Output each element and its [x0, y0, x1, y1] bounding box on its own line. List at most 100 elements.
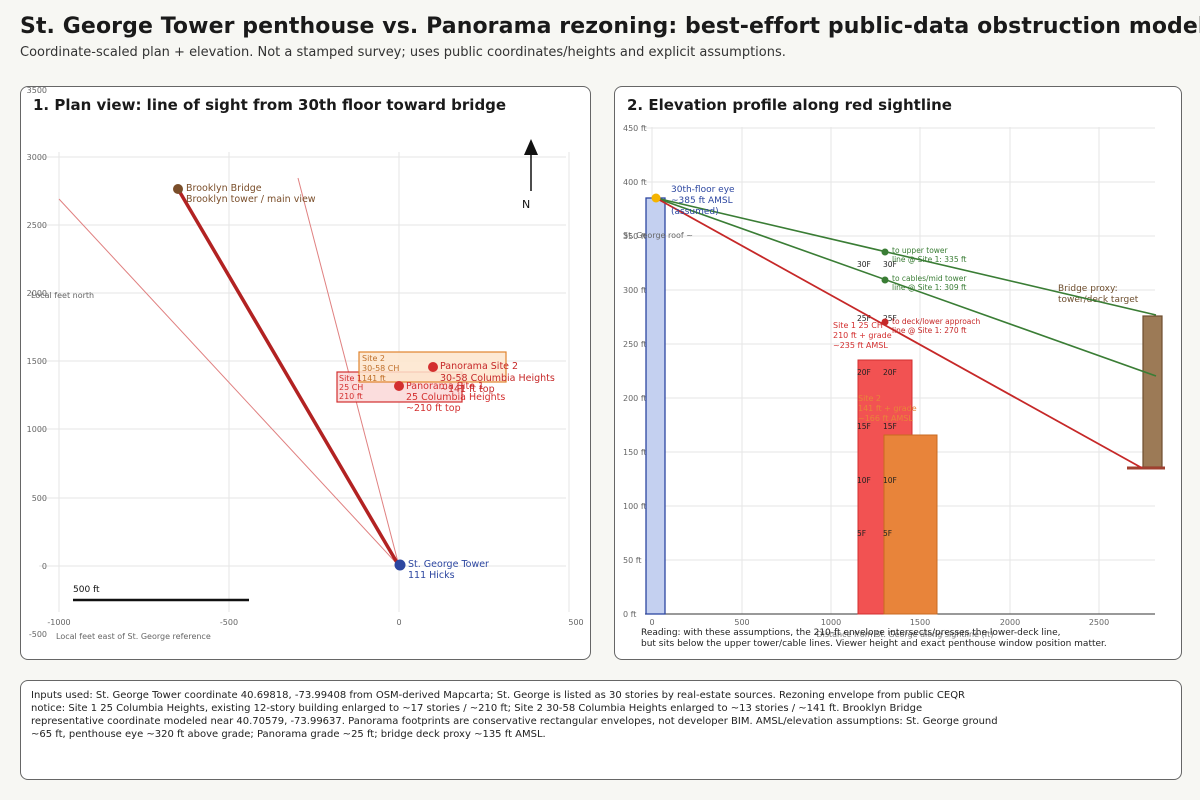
elev-x-tick: 1500: [910, 618, 930, 627]
elev-y-tick: 200 ft: [623, 394, 647, 403]
plan-y-tick: 2500: [27, 221, 47, 230]
site1-elev-label: 210 ft + grade: [833, 331, 892, 340]
eye-label: (assumed): [671, 207, 719, 217]
intersection-cables-marker: [881, 276, 889, 284]
floor-tick: 5F: [857, 529, 866, 538]
site1-marker: [394, 381, 404, 391]
notes-line: notice: Site 1 25 Columbia Heights, exis…: [31, 703, 923, 714]
notes-panel: Inputs used: St. George Tower coordinate…: [20, 680, 1182, 780]
line-sublabel: line @ Site 1: 335 ft: [892, 255, 966, 264]
line-label: to cables/mid tower: [892, 274, 967, 283]
floor-tick: 10F: [883, 476, 897, 485]
floor-tick: 25F: [857, 314, 871, 323]
site1-marker-sublabel: 25 Columbia Heights: [406, 392, 505, 403]
plan-x-axis-label: Local feet east of St. George reference: [56, 632, 211, 641]
elev-x-tick: 500: [734, 618, 749, 627]
elev-y-tick: 300 ft: [623, 286, 647, 295]
floor-tick: 10F: [857, 476, 871, 485]
plan-y-tick: 0: [42, 562, 47, 571]
site1-elev-label: ~235 ft AMSL: [833, 341, 888, 350]
north-label: N: [522, 198, 530, 211]
line-sublabel: line @ Site 1: 309 ft: [892, 283, 966, 292]
eye-label: 30th-floor eye: [671, 185, 735, 195]
brooklyn-bridge-marker: [173, 184, 183, 194]
floor-tick: 25F: [883, 314, 897, 323]
elev-x-tick: 0: [649, 618, 654, 627]
plan-view-chart: 3500 3000 2500 2000 1500 1000 500 0 -500…: [27, 87, 584, 641]
notes-line: ~65 ft, penthouse eye ~320 ft above grad…: [31, 729, 546, 740]
plan-view-panel: 3500 3000 2500 2000 1500 1000 500 0 -500…: [20, 86, 591, 660]
line-sublabel: line @ Site 1: 270 ft: [892, 326, 966, 335]
elevation-panel: 0 ft 50 ft 100 ft 150 ft 200 ft 250 ft 3…: [614, 86, 1182, 660]
st-george-label: St. George Tower: [408, 559, 489, 570]
site2-marker: [428, 362, 438, 372]
plan-y-tick: 2000: [27, 289, 47, 298]
elev-x-tick: 2000: [1000, 618, 1020, 627]
plan-x-tick: 0: [396, 618, 401, 627]
eye-label: ~385 ft AMSL: [671, 196, 733, 206]
reading-line: but sits below the upper tower/cable lin…: [641, 639, 1107, 649]
plan-x-tick: -1000: [47, 618, 70, 627]
elev-x-tick: 1000: [821, 618, 841, 627]
elev-y-tick: 400 ft: [623, 178, 647, 187]
bridge-proxy-label: Bridge proxy:: [1058, 284, 1118, 294]
floor-tick: 15F: [857, 422, 871, 431]
site2-footprint-box: [358, 351, 507, 383]
st-george-sublabel: 111 Hicks: [408, 570, 455, 581]
elev-y-tick: 50 ft: [623, 556, 642, 565]
elev-y-tick: 250 ft: [623, 340, 647, 349]
plan-y-tick: 1000: [27, 425, 47, 434]
line-label: to deck/lower approach: [892, 317, 981, 326]
brooklyn-bridge-sublabel: Brooklyn tower / main view: [186, 194, 316, 205]
elevation-chart: 0 ft 50 ft 100 ft 150 ft 200 ft 250 ft 3…: [623, 124, 1165, 649]
st-george-tower-marker: [394, 559, 406, 571]
plan-view-title: 1. Plan view: line of sight from 30th fl…: [33, 96, 507, 114]
notes-text: Inputs used: St. George Tower coordinate…: [31, 689, 1161, 741]
page-title: St. George Tower penthouse vs. Panorama …: [20, 14, 1200, 39]
elev-y-tick: 350 ft: [623, 232, 647, 241]
page-subtitle: Coordinate-scaled plan + elevation. Not …: [20, 45, 786, 60]
site1-elev-label: Site 1 25 CH: [833, 321, 883, 330]
site2-box-label: Site 2: [362, 354, 385, 363]
elev-x-axis-label: Distance from St. George along sightline…: [816, 630, 993, 639]
bridge-proxy-label: tower/deck target: [1058, 295, 1139, 305]
elevation-title: 2. Elevation profile along red sightline: [627, 96, 952, 114]
elev-y-tick: 100 ft: [623, 502, 647, 511]
site1-box-label: Site 1: [339, 374, 362, 383]
plan-y-tick: 3000: [27, 153, 47, 162]
plan-y-tick: 1500: [27, 357, 47, 366]
site2-elevation-block: [883, 434, 938, 615]
sightline-cables: [655, 197, 1157, 377]
site2-elev-label: ~166 ft AMSL: [858, 414, 913, 423]
eye-marker: [651, 193, 661, 203]
st-george-roof-label: St. George roof ~: [623, 231, 693, 240]
site2-marker-label: Panorama Site 2: [440, 361, 518, 372]
site1-marker-height: ~210 ft top: [406, 403, 461, 414]
intersection-deck-marker: [881, 318, 889, 326]
view-cone-left-line: [58, 198, 400, 567]
site2-marker-sublabel: 30-58 Columbia Heights: [440, 373, 555, 384]
st-george-building: [645, 197, 666, 615]
plan-y-tick: 3500: [27, 87, 47, 95]
site2-marker-height: ~141 ft top: [440, 384, 495, 395]
reading-line: Reading: with these assumptions, the 210…: [641, 628, 1061, 638]
plan-x-tick: 500: [568, 618, 583, 627]
floor-tick: 30F: [857, 260, 871, 269]
line-label: to upper tower: [892, 246, 949, 255]
site2-box-label: 141 ft: [362, 374, 386, 383]
elev-y-tick: 450 ft: [623, 124, 647, 133]
brooklyn-bridge-label: Brooklyn Bridge: [186, 183, 262, 194]
intersection-upper-marker: [881, 248, 889, 256]
main-sightline: [176, 188, 401, 567]
plan-y-axis-label: Local feet north: [31, 291, 94, 300]
plan-y-tick: -500: [29, 630, 47, 639]
elev-x-tick: 2500: [1089, 618, 1109, 627]
floor-tick: 15F: [883, 422, 897, 431]
floor-tick: 20F: [883, 368, 897, 377]
notes-line: representative coordinate modeled near 4…: [31, 716, 998, 727]
site2-elev-label: Site 2: [858, 394, 881, 403]
notes-line: Inputs used: St. George Tower coordinate…: [31, 690, 966, 701]
site2-box-label: 30-58 CH: [362, 364, 399, 373]
elev-y-tick: 150 ft: [623, 448, 647, 457]
floor-tick: 5F: [883, 529, 892, 538]
